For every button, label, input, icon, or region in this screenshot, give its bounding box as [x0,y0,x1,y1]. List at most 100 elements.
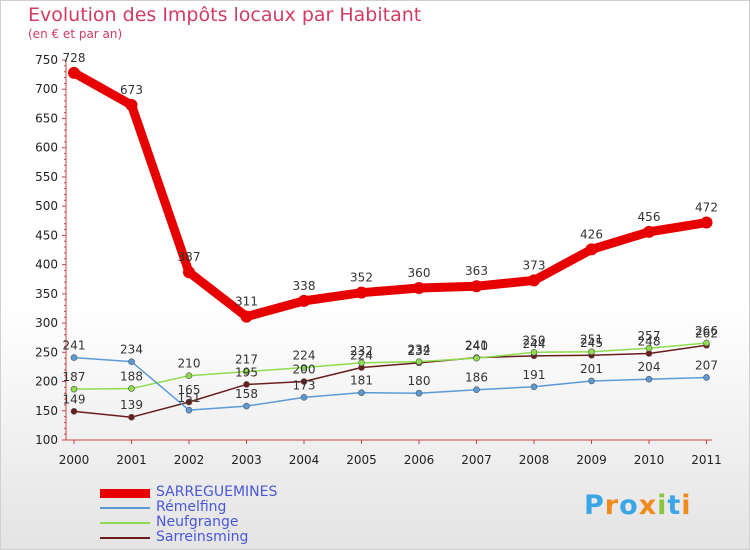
data-point [243,368,250,375]
data-label: 210 [178,357,201,371]
data-label: 232 [350,344,373,358]
data-label: 207 [695,358,718,372]
data-label: 240 [465,339,488,353]
data-point [183,266,195,279]
y-tick-label: 400 [35,258,58,272]
data-label: 456 [638,210,661,224]
data-point [703,374,710,381]
x-tick-label: 2004 [289,453,320,467]
logo-letter: o [619,490,639,521]
data-label: 151 [178,391,201,405]
y-tick-label: 150 [35,404,58,418]
legend-swatch [100,489,150,498]
x-tick-label: 2007 [461,453,492,467]
data-label: 251 [580,333,603,347]
data-label: 262 [695,326,718,340]
data-point [70,408,78,415]
data-label: 180 [408,374,431,388]
y-tick-label: 750 [35,53,58,67]
legend-label: Sarreinsming [156,529,249,545]
data-point [700,216,713,229]
y-tick-label: 550 [35,170,58,184]
data-point [588,377,595,385]
legend-swatch [100,507,150,509]
series-line-sarreinsming [73,344,708,418]
data-point [240,310,253,323]
data-point [530,383,538,391]
data-point [588,348,595,356]
y-tick-label: 300 [35,316,58,330]
data-label: 139 [120,398,143,412]
legend-label: Rémelfing [156,499,227,515]
series-line-neufgrange [73,342,708,390]
data-point [185,398,193,406]
data-label: 673 [120,83,143,97]
proxiti-logo: Proxiti [584,490,692,521]
data-label: 200 [293,363,316,377]
chart-axes: 100 150 200 250 300 350 400 450 500 550 600 650 700 7… [35,53,722,467]
y-tick-label: 600 [35,141,58,155]
y-tick-label: 500 [35,199,58,213]
data-point [645,344,653,352]
data-label: 204 [638,360,661,374]
data-label: 472 [695,201,718,215]
data-point [298,294,310,307]
data-point [358,359,365,367]
data-label: 173 [293,378,316,392]
data-point [70,385,78,393]
x-tick-label: 2009 [576,453,607,467]
data-point [128,385,135,392]
logo-letter: i [681,490,692,521]
series-line-sarreguemines [69,68,711,322]
data-label: 426 [580,227,603,241]
x-tick-label: 2001 [116,453,147,467]
data-point [185,406,193,414]
data-label: 195 [235,365,258,379]
data-point [300,394,308,401]
data-label: 217 [235,353,258,367]
data-label: 311 [235,295,258,309]
legend-swatch [100,522,150,524]
legend-swatch [100,537,150,539]
data-point [128,413,135,421]
series-lines [68,66,713,421]
data-label: 181 [350,374,373,388]
logo-letter: x [638,490,658,521]
data-point [413,282,425,294]
data-label: 373 [523,258,546,272]
data-point [355,286,368,299]
chart-title: Evolution des Impôts locaux par Habitant [28,4,422,26]
data-label: 158 [235,387,258,401]
data-point [68,66,80,79]
data-label: 338 [293,279,316,293]
y-tick-label: 350 [35,287,58,301]
logo-letter: t [667,490,682,521]
y-tick-label: 450 [35,228,58,242]
data-label: 266 [695,324,718,338]
y-tick-label: 650 [35,111,58,125]
data-label: 387 [178,250,201,264]
data-point [415,389,423,397]
data-label: 232 [408,344,431,358]
series-line-rémelfing [73,356,708,411]
data-label: 352 [350,271,373,285]
data-point [473,386,480,394]
data-point [70,354,78,361]
legend-label: SARREGUEMINES [156,484,278,500]
data-label: 360 [408,266,431,280]
x-tick-label: 2002 [174,453,205,467]
data-point [243,402,250,410]
data-point [585,243,598,256]
chart-subtitle: (en € et par an) [28,27,123,41]
data-label: 188 [120,370,143,384]
data-point [243,381,250,388]
data-point [528,274,540,287]
data-label: 186 [465,371,488,385]
data-point [530,349,538,356]
data-point [470,280,483,293]
x-tick-label: 2010 [634,453,665,467]
data-point [645,375,653,383]
data-point [300,378,308,385]
